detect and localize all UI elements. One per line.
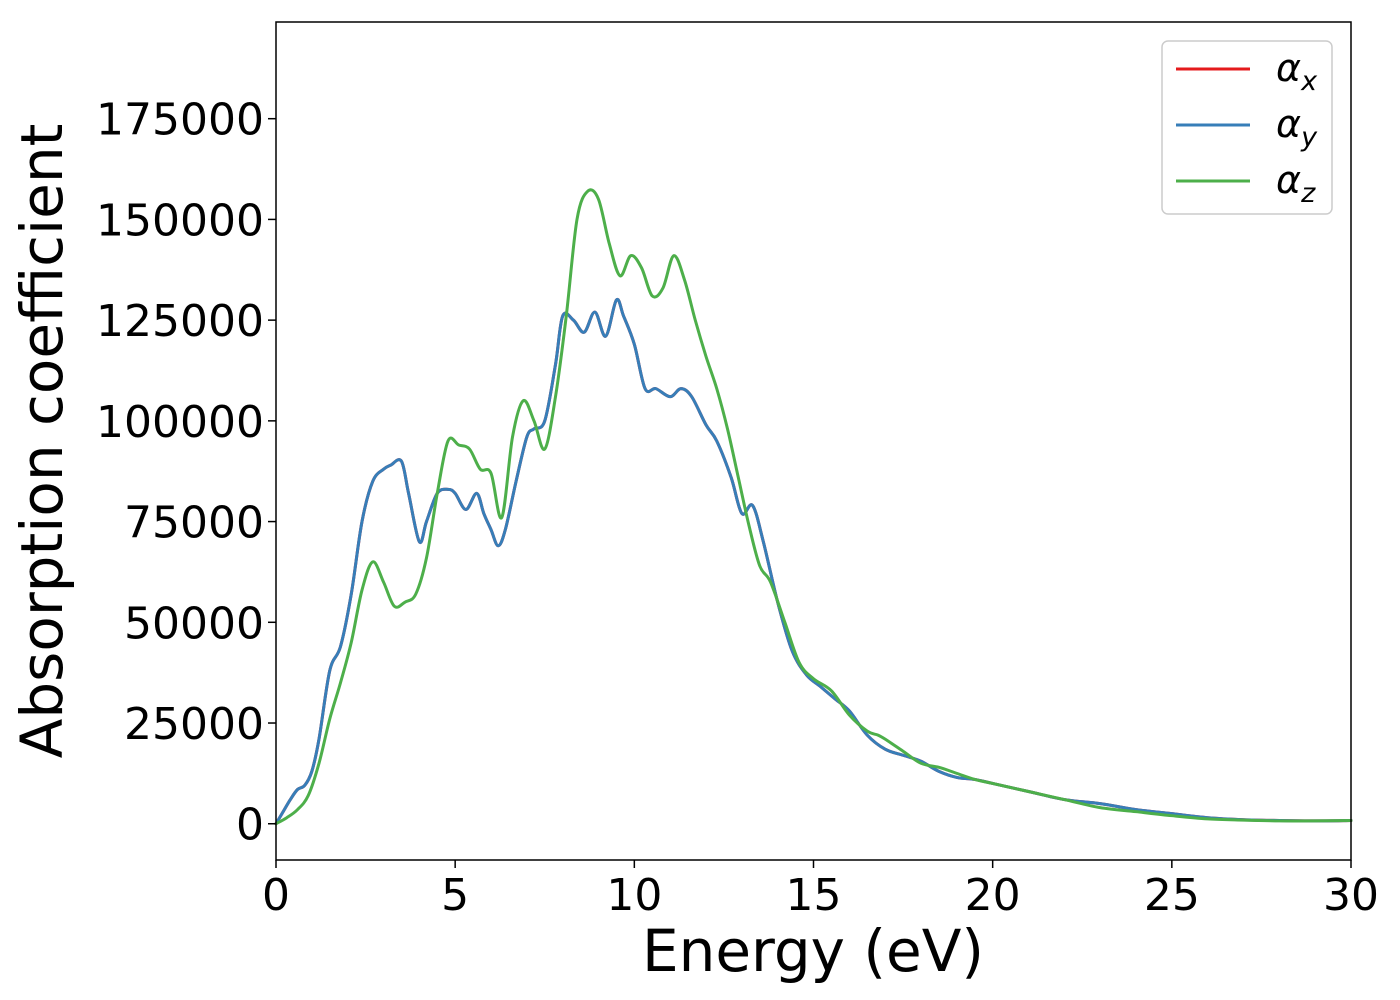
x-tick-label: 30 [1323, 870, 1379, 921]
x-tick-label: 0 [262, 870, 290, 921]
y-axis-label: Absorption coefficient [8, 124, 76, 759]
y-tick-label: 0 [236, 800, 264, 851]
y-tick-label: 150000 [96, 195, 264, 246]
x-tick-label: 10 [606, 870, 662, 921]
series-line-αx [274, 297, 1353, 826]
series-layer [274, 188, 1353, 826]
y-tick-label: 75000 [124, 498, 264, 549]
x-axis-label: Energy (eV) [642, 917, 984, 985]
legend-label: αy [1276, 102, 1318, 153]
y-tick-label: 100000 [96, 397, 264, 448]
legend-label: αz [1276, 158, 1316, 209]
y-tick-label: 125000 [96, 296, 264, 347]
x-tick-label: 15 [786, 870, 842, 921]
y-axis-ticks: 0 25000 50000 75000 100000 125000 150000 175000 [96, 95, 276, 851]
series-line-αy [274, 297, 1353, 826]
x-tick-label: 20 [965, 870, 1021, 921]
y-tick-label: 175000 [96, 95, 264, 146]
legend-label: αx [1276, 46, 1318, 97]
y-tick-label: 25000 [124, 699, 264, 750]
x-tick-label: 5 [441, 870, 469, 921]
legend-box [1161, 40, 1333, 215]
y-tick-label: 50000 [124, 598, 264, 649]
series-line-αz [274, 188, 1353, 826]
x-axis-ticks: 0 5 10 15 20 25 30 [262, 860, 1379, 921]
x-tick-label: 25 [1144, 870, 1200, 921]
